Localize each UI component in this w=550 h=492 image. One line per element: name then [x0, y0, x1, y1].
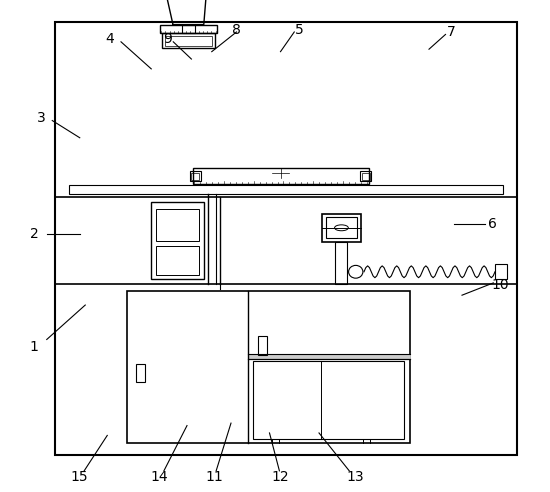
Bar: [182, 25, 195, 33]
Bar: [322, 214, 361, 242]
Bar: [326, 217, 357, 238]
Text: 5: 5: [295, 23, 304, 36]
Text: 6: 6: [488, 217, 497, 231]
Text: 1: 1: [30, 340, 38, 354]
Bar: [162, 33, 214, 48]
Bar: [495, 264, 507, 279]
Text: 10: 10: [492, 278, 509, 292]
Text: 8: 8: [232, 23, 241, 36]
Text: 4: 4: [106, 32, 114, 46]
Bar: [136, 364, 145, 382]
Bar: [258, 337, 267, 355]
Bar: [362, 173, 370, 180]
Bar: [190, 171, 201, 181]
Text: 11: 11: [206, 470, 223, 484]
Bar: [360, 171, 371, 181]
Bar: [69, 184, 503, 193]
Text: 13: 13: [346, 470, 364, 484]
Bar: [160, 25, 217, 33]
Bar: [151, 202, 204, 279]
Text: 15: 15: [71, 470, 89, 484]
Bar: [156, 246, 199, 275]
Text: 2: 2: [30, 227, 38, 241]
Text: 3: 3: [37, 111, 46, 125]
Text: 12: 12: [272, 470, 289, 484]
Bar: [192, 168, 368, 184]
Bar: [191, 173, 199, 180]
Bar: [165, 36, 212, 46]
Bar: [55, 22, 517, 455]
Text: 7: 7: [447, 25, 455, 39]
Bar: [336, 242, 348, 284]
Text: 14: 14: [151, 470, 168, 484]
Bar: [252, 361, 404, 439]
Text: 9: 9: [163, 32, 172, 46]
Bar: [248, 354, 410, 359]
Bar: [156, 209, 199, 241]
Bar: [126, 291, 410, 443]
